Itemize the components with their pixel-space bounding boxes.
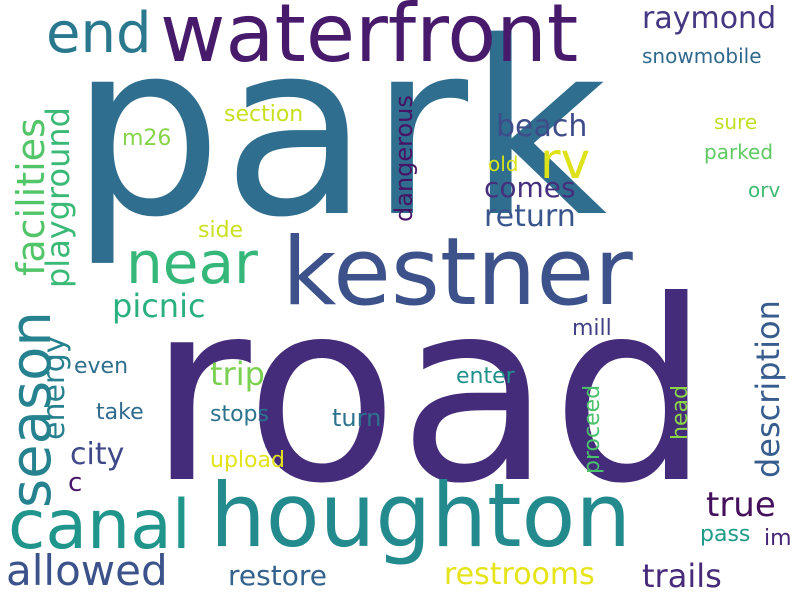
word-upload: upload xyxy=(210,448,285,473)
word-playground: playground xyxy=(39,107,77,288)
word-beach: beach xyxy=(496,109,588,144)
word-end: end xyxy=(46,1,152,66)
word-orv: orv xyxy=(748,178,781,202)
word-old: old xyxy=(488,152,519,176)
word-allowed: allowed xyxy=(6,546,168,595)
word-park: park xyxy=(70,0,608,270)
word-energy: energy xyxy=(37,335,72,440)
word-kestner: kestner xyxy=(282,218,633,327)
word-trip: trip xyxy=(210,355,265,393)
word-proceed: proceed xyxy=(580,384,605,474)
word-return: return xyxy=(484,199,576,234)
word-enter: enter xyxy=(456,364,515,389)
word-mill: mill xyxy=(572,316,612,341)
word-pass: pass xyxy=(700,522,751,547)
word-dangerous: dangerous xyxy=(390,95,418,222)
word-houghton: houghton xyxy=(210,464,632,567)
word-restrooms: restrooms xyxy=(444,557,595,592)
word-trails: trails xyxy=(642,557,722,595)
word-sure: sure xyxy=(714,110,758,134)
word-turn: turn xyxy=(332,404,382,432)
word-road: road xyxy=(148,247,711,538)
word-picnic: picnic xyxy=(112,287,206,325)
word-city: city xyxy=(70,437,125,472)
word-near: near xyxy=(126,229,258,297)
word-waterfront: waterfront xyxy=(160,0,579,80)
word-parked: parked xyxy=(704,140,774,164)
word-canal: canal xyxy=(8,486,191,565)
word-restore: restore xyxy=(228,559,327,592)
word-stops: stops xyxy=(210,402,269,427)
word-m26: m26 xyxy=(122,126,172,151)
word-comes: comes xyxy=(484,171,576,204)
word-im: im xyxy=(764,526,792,551)
word-take: take xyxy=(96,400,144,425)
word-side: side xyxy=(198,218,244,243)
word-head: head xyxy=(668,385,693,440)
word-c: c xyxy=(68,468,83,498)
word-snowmobile: snowmobile xyxy=(642,44,762,68)
word-description: description xyxy=(749,300,787,478)
word-true: true xyxy=(706,485,776,525)
word-raymond: raymond xyxy=(642,1,777,36)
word-even: even xyxy=(74,354,129,379)
word-section: section xyxy=(224,102,304,127)
word-rv: rv xyxy=(540,132,591,190)
